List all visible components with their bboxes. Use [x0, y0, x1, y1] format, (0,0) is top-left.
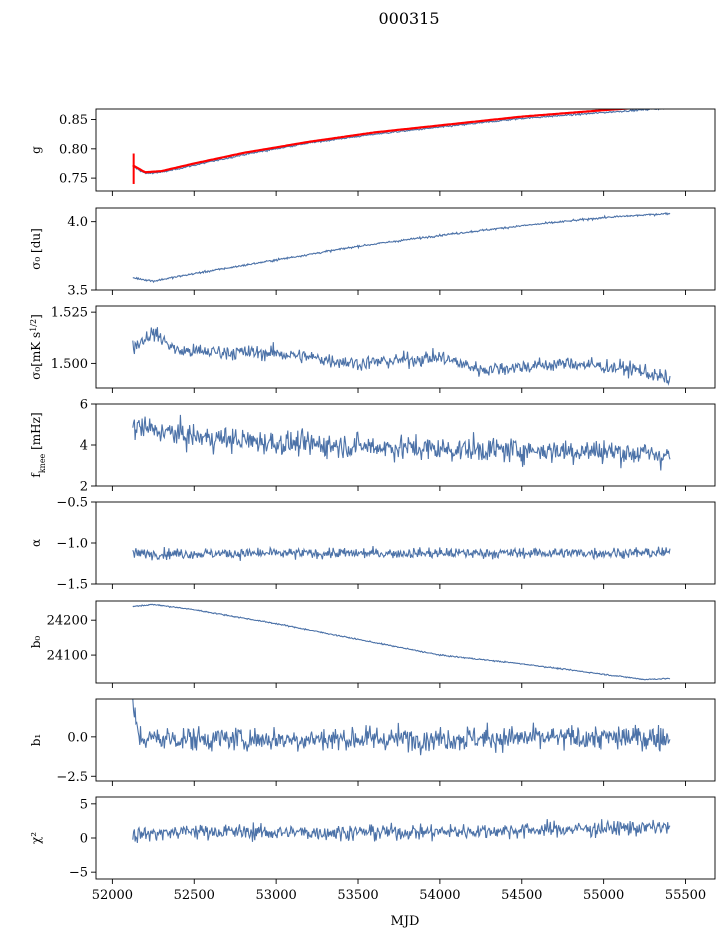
y-axis-label-sigma0k: σ₀[mK s1/2]: [29, 314, 44, 380]
y-tick-label-chi2: −5: [69, 866, 88, 881]
x-tick-label: 52500: [174, 888, 215, 903]
panel-frame-sigma0k: [95, 305, 716, 389]
x-tick-label: 53500: [337, 888, 378, 903]
series-line-chi2: [132, 819, 671, 843]
y-tick-label-b0: 24200: [47, 614, 88, 629]
fit-line-g: [132, 109, 636, 174]
panel-chi2: −5 0 5 52000 52500 53000 53500 54000 54500 55000 5…: [29, 796, 716, 903]
x-tick-label: 54500: [501, 888, 542, 903]
y-axis-label-sigma0: σ₀ [du]: [29, 228, 43, 270]
y-axis-label-b1: b₁: [29, 734, 43, 747]
y-axis-label-fknee: fknee [mHz]: [29, 412, 47, 477]
panel-g: 0.75 0.80 0.85 g: [29, 108, 716, 196]
x-axis-label: MJD: [391, 914, 420, 929]
y-tick-label-fknee: 2: [80, 480, 88, 495]
series-line-sigma0k: [132, 327, 671, 386]
y-tick-label-b1: 0.0: [67, 730, 88, 745]
chart-title: 000315: [378, 9, 439, 28]
y-tick-label-alpha: −1.5: [56, 578, 88, 593]
series-line-b1: [132, 699, 671, 756]
series-line-alpha: [132, 545, 671, 561]
y-tick-label-chi2: 0: [80, 832, 88, 847]
panel-sigma0k: 1.500 1.525 σ₀[mK s1/2]: [29, 305, 716, 393]
x-tick-label: 53000: [255, 888, 296, 903]
panel-frame-b0: [95, 600, 716, 684]
y-tick-label-g: 0.75: [59, 172, 88, 187]
y-axis-label-g: g: [29, 146, 43, 154]
x-tick-label: 54000: [419, 888, 460, 903]
y-axis-label-chi2: χ²: [29, 832, 43, 844]
y-tick-label-fknee: 4: [80, 439, 88, 454]
panel-alpha: −1.5 −1.0 −0.5 α: [29, 496, 716, 593]
series-line-fknee: [132, 414, 671, 471]
x-tick-label: 55500: [665, 888, 706, 903]
panel-sigma0: 3.5 4.0 σ₀ [du]: [29, 207, 716, 299]
y-tick-label-alpha: −0.5: [56, 496, 88, 511]
panel-b1: −2.5 0.0 b₁: [29, 698, 716, 786]
y-axis-label-b0: b₀: [29, 636, 43, 649]
panel-frame-alpha: [95, 501, 716, 585]
y-tick-label-sigma0: 3.5: [67, 284, 88, 299]
y-tick-label-sigma0: 4.0: [67, 215, 88, 230]
panel-frame-b1: [95, 698, 716, 782]
y-tick-label-g: 0.85: [59, 113, 88, 128]
panel-frame-chi2: [95, 796, 716, 880]
y-tick-label-sigma0k: 1.500: [51, 357, 88, 372]
y-axis-label-alpha: α: [29, 539, 43, 547]
y-tick-label-chi2: 5: [80, 797, 88, 812]
y-tick-label-g: 0.80: [59, 142, 88, 157]
x-tick-label: 52000: [92, 888, 133, 903]
y-tick-label-alpha: −1.0: [56, 537, 88, 552]
panel-frame-sigma0: [95, 207, 716, 291]
y-tick-label-b0: 24100: [47, 649, 88, 664]
series-line-g: [132, 109, 668, 175]
series-line-sigma0: [132, 212, 671, 284]
y-tick-label-fknee: 6: [80, 398, 88, 413]
panel-fknee: 2 4 6 fknee [mHz]: [29, 398, 716, 495]
series-line-b0: [132, 603, 671, 681]
y-tick-label-b1: −2.5: [56, 770, 88, 785]
y-tick-label-sigma0k: 1.525: [51, 306, 88, 321]
panel-frame-g: [95, 108, 716, 192]
x-tick-label: 55000: [583, 888, 624, 903]
panel-b0: 24100 24200 b₀: [29, 600, 716, 688]
